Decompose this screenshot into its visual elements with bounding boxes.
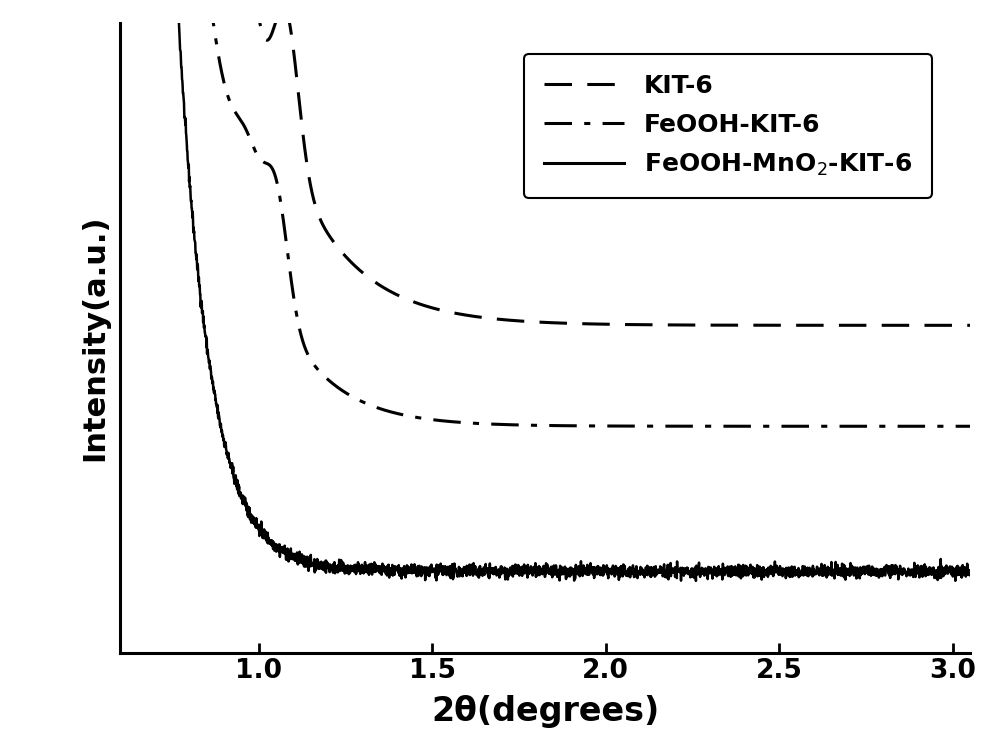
- Legend: KIT-6, FeOOH-KIT-6, FeOOH-MnO$_2$-KIT-6: KIT-6, FeOOH-KIT-6, FeOOH-MnO$_2$-KIT-6: [524, 54, 932, 198]
- Y-axis label: Intensity(a.u.): Intensity(a.u.): [80, 215, 109, 461]
- X-axis label: 2θ(degrees): 2θ(degrees): [431, 695, 659, 728]
